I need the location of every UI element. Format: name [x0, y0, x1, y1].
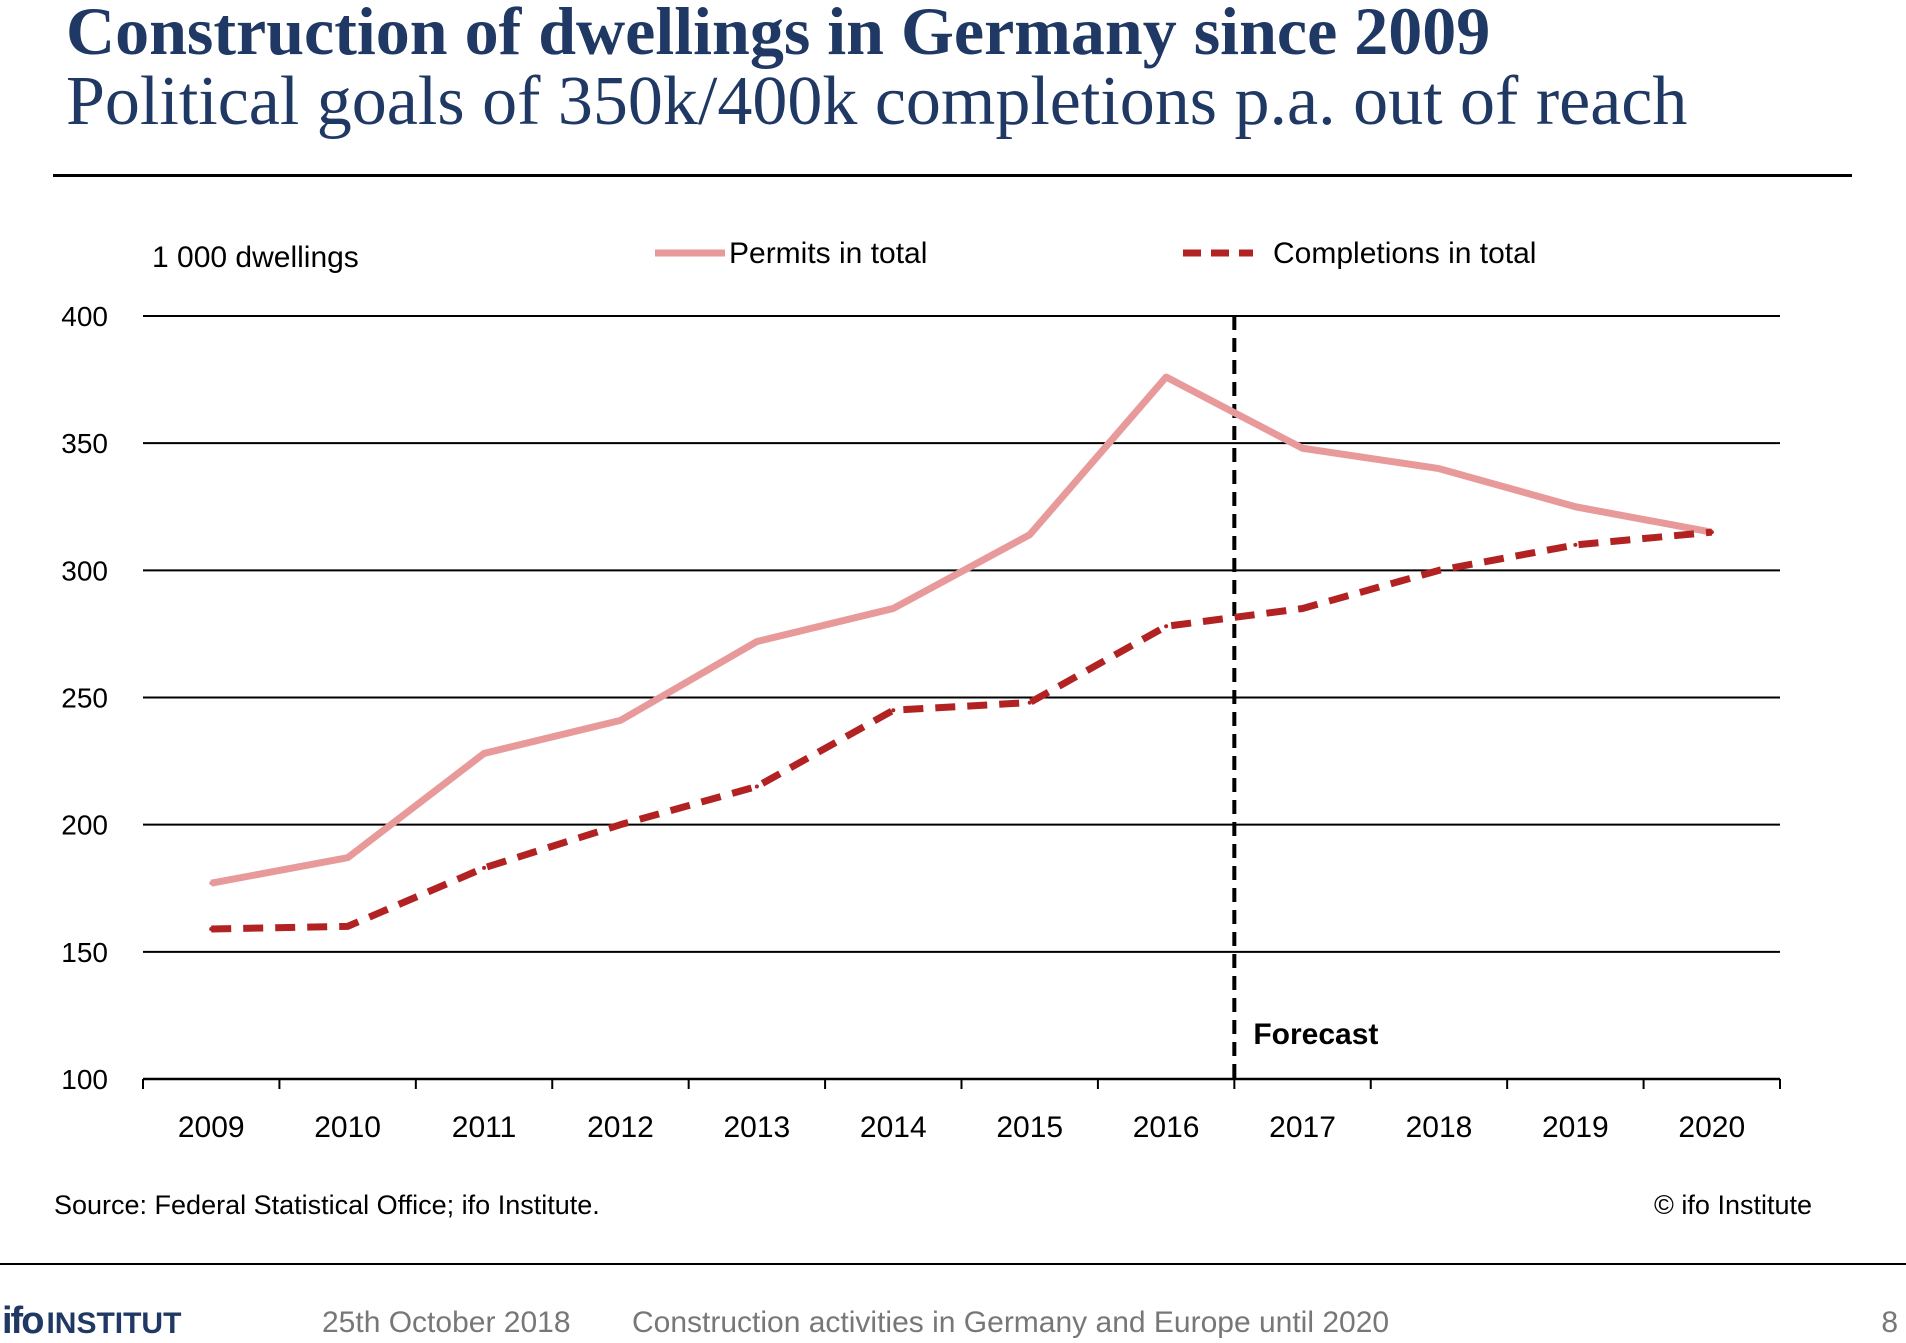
x-tick-label-2017: 2017 [1269, 1111, 1336, 1144]
y-tick-label-250: 250 [61, 683, 108, 714]
logo-institut-text: INSTITUT [46, 1307, 182, 1340]
y-tick-label-200: 200 [61, 810, 108, 841]
data-point-permits-2019 [1573, 504, 1578, 509]
legend-label-permits: Permits in total [729, 237, 927, 270]
series-line-permits [210, 373, 1713, 887]
x-tick-label-2020: 2020 [1678, 1111, 1745, 1144]
data-point-completions-2013 [754, 784, 759, 789]
dwellings-line-chart: 100 150 200 250 300 350 400 2009 2010 2011 2012 201… [61, 237, 1781, 1144]
data-point-completions-2019 [1573, 542, 1578, 547]
x-tick-label-2015: 2015 [996, 1111, 1063, 1144]
x-tick-label-2016: 2016 [1133, 1111, 1200, 1144]
y-tick-label-300: 300 [61, 555, 108, 586]
data-point-completions-2016 [1164, 624, 1169, 629]
data-point-permits-2010 [345, 855, 350, 860]
data-point-completions-2020 [1709, 530, 1714, 535]
footer-description: Construction activities in Germany and E… [632, 1306, 1390, 1339]
y-tick-label-350: 350 [61, 428, 108, 459]
copyright-note: © ifo Institute [1654, 1190, 1812, 1220]
x-tick-label-2013: 2013 [724, 1111, 791, 1144]
x-tick-label-2012: 2012 [587, 1111, 654, 1144]
x-tick-label-2018: 2018 [1406, 1111, 1473, 1144]
data-point-permits-2016 [1164, 375, 1169, 380]
data-point-permits-2009 [209, 881, 214, 886]
header-divider [53, 174, 1852, 177]
x-tick-label-2009: 2009 [178, 1111, 245, 1144]
footer-divider [0, 1263, 1906, 1265]
y-tick-label-100: 100 [61, 1064, 108, 1095]
footer-date: 25th October 2018 [322, 1306, 571, 1339]
data-point-permits-2011 [482, 751, 487, 756]
data-point-completions-2010 [345, 924, 350, 929]
y-tick-label-400: 400 [61, 301, 108, 332]
x-tick-label-2010: 2010 [314, 1111, 381, 1144]
data-point-completions-2009 [209, 926, 214, 931]
data-point-permits-2018 [1436, 466, 1441, 471]
logo-ifo-text: ifo [2, 1300, 44, 1342]
forecast-label: Forecast [1253, 1018, 1378, 1051]
x-tick-label-2019: 2019 [1542, 1111, 1609, 1144]
data-point-completions-2011 [482, 865, 487, 870]
page-title: Construction of dwellings in Germany sin… [66, 0, 1491, 69]
data-point-completions-2018 [1436, 568, 1441, 573]
ifo-logo: ifo INSTITUT [2, 1300, 181, 1343]
page-subtitle: Political goals of 350k/400k completions… [66, 63, 1688, 140]
data-point-permits-2017 [1300, 446, 1305, 451]
data-point-completions-2015 [1027, 700, 1032, 705]
data-point-completions-2017 [1300, 606, 1305, 611]
y-unit-label: 1 000 dwellings [152, 241, 359, 274]
series-line-completions [211, 528, 1713, 933]
data-point-completions-2014 [891, 708, 896, 713]
x-tick-label-2011: 2011 [452, 1111, 517, 1144]
data-point-permits-2014 [891, 606, 896, 611]
data-point-completions-2012 [618, 822, 623, 827]
data-point-permits-2015 [1027, 532, 1032, 537]
data-point-permits-2012 [618, 718, 623, 723]
page-number: 8 [1881, 1306, 1898, 1339]
x-tick-label-2014: 2014 [860, 1111, 927, 1144]
legend-label-completions: Completions in total [1273, 237, 1536, 270]
y-tick-label-150: 150 [61, 937, 108, 968]
data-point-permits-2013 [754, 639, 759, 644]
source-note: Source: Federal Statistical Office; ifo … [54, 1190, 600, 1220]
